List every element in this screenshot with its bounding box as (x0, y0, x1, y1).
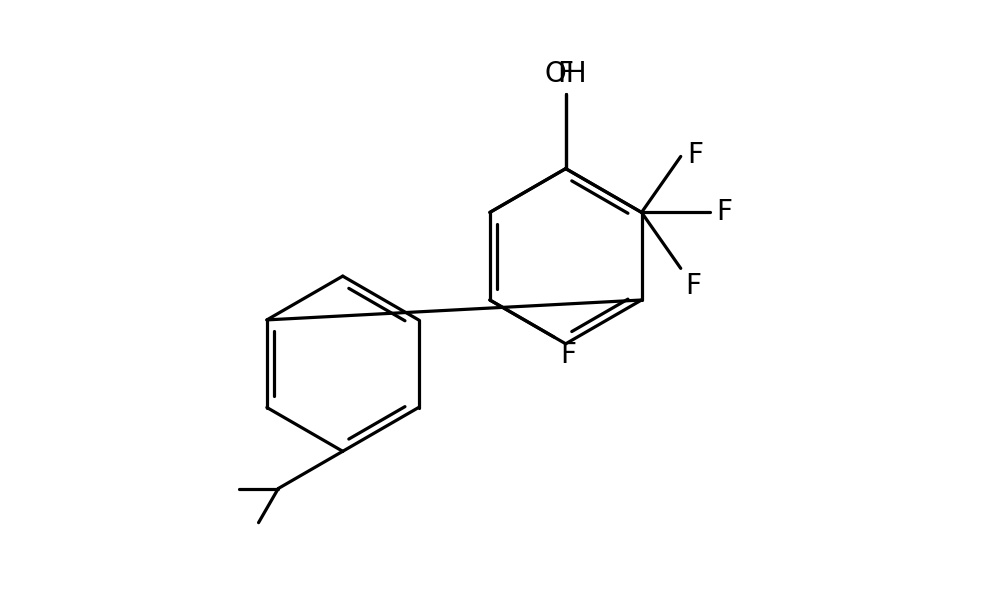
Text: OH: OH (544, 60, 587, 88)
Text: F: F (685, 272, 701, 301)
Text: F: F (715, 199, 731, 226)
Text: F: F (557, 60, 573, 88)
Text: F: F (686, 141, 702, 169)
Text: F: F (560, 341, 576, 369)
